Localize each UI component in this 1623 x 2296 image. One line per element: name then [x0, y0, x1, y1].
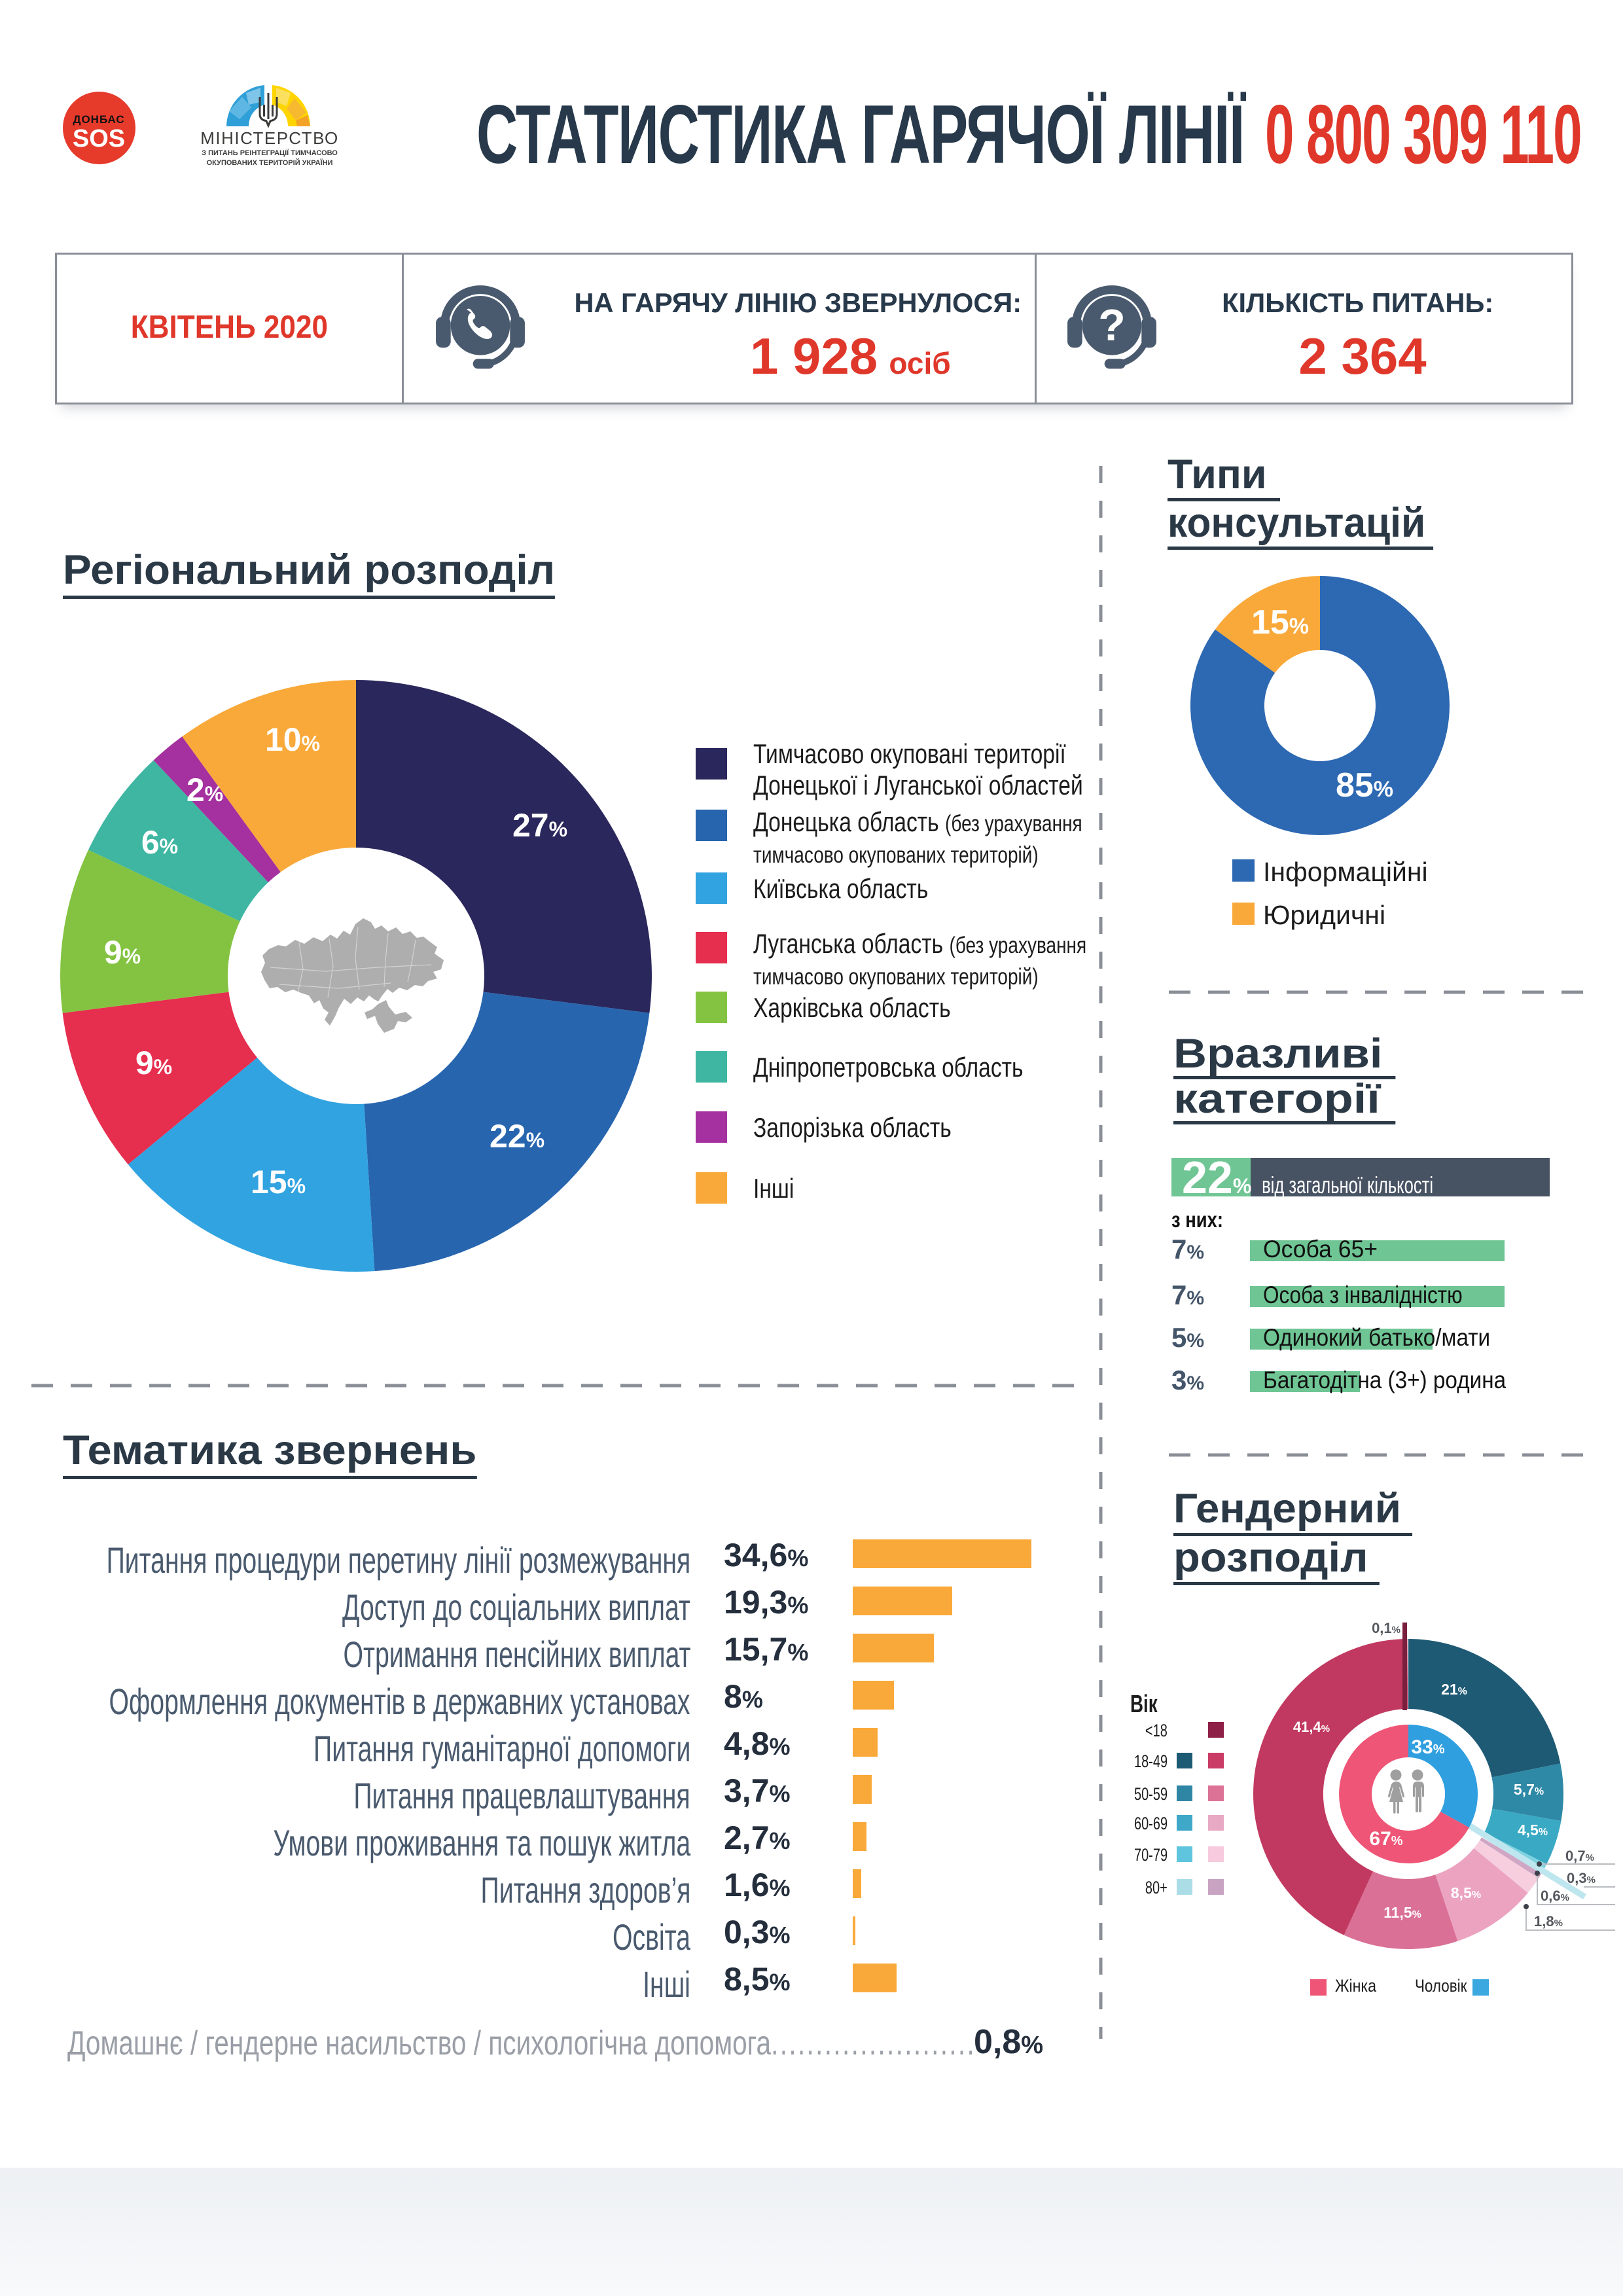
- svg-text:0,3%: 0,3%: [1567, 1870, 1596, 1886]
- svg-text:ДОНБАС: ДОНБАС: [73, 113, 124, 126]
- svg-text:67%: 67%: [1369, 1828, 1402, 1850]
- svg-text:МІНІСТЕРСТВО: МІНІСТЕРСТВО: [200, 128, 339, 148]
- svg-text:0,1%: 0,1%: [1372, 1620, 1400, 1636]
- svg-text:З ПИТАНЬ РЕІНТЕГРАЦІЇ ТИМЧАСОВ: З ПИТАНЬ РЕІНТЕГРАЦІЇ ТИМЧАСОВО: [202, 149, 338, 157]
- svg-text:0,6%: 0,6%: [1541, 1888, 1569, 1904]
- svg-text:SOS: SOS: [73, 125, 125, 152]
- svg-text:0,7%: 0,7%: [1565, 1848, 1594, 1864]
- svg-text:?: ?: [1098, 300, 1126, 350]
- svg-text:ОКУПОВАНИХ ТЕРИТОРІЙ УКРАЇНИ: ОКУПОВАНИХ ТЕРИТОРІЙ УКРАЇНИ: [207, 158, 333, 167]
- svg-text:1,8%: 1,8%: [1534, 1913, 1563, 1929]
